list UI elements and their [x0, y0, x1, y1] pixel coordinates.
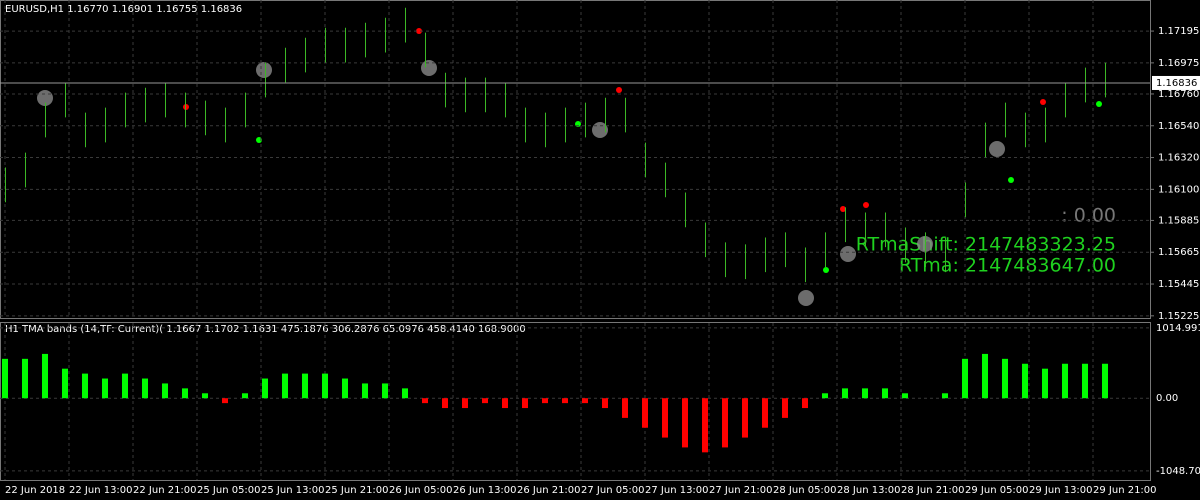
current-price-label: 1.16836	[1156, 78, 1197, 89]
histogram-bar	[722, 398, 728, 448]
price-tick-label: 1.15445	[1158, 279, 1199, 290]
time-label: 25 Jun 13:00	[261, 485, 325, 496]
histogram-bar	[302, 373, 308, 399]
histogram-bar	[482, 398, 488, 404]
histogram-bar	[262, 378, 268, 399]
price-tick-label: 1.16760	[1158, 89, 1199, 100]
time-label: 29 Jun 21:00	[1093, 485, 1157, 496]
time-label: 27 Jun 13:00	[645, 485, 709, 496]
histogram-bar	[242, 393, 248, 399]
time-label: 27 Jun 05:00	[581, 485, 645, 496]
histogram-bar	[822, 393, 828, 399]
histogram-bar	[22, 358, 28, 399]
histogram-bar	[102, 378, 108, 399]
histogram-bar	[122, 373, 128, 399]
histogram-bar	[442, 398, 448, 409]
histogram-bar	[502, 398, 508, 409]
histogram-bar	[1082, 363, 1088, 399]
indicator-tick-label: 0.00	[1156, 393, 1178, 404]
time-label: 22 Jun 13:00	[69, 485, 133, 496]
histogram-bar	[182, 388, 188, 399]
histogram-bar	[342, 378, 348, 399]
histogram-bar	[42, 353, 48, 399]
price-tick-label: 1.17195	[1158, 26, 1199, 37]
overlay-text: RTma: 2147483647.00	[899, 255, 1116, 277]
histogram-bar	[1062, 363, 1068, 399]
histogram-bar	[562, 398, 568, 404]
time-label: 28 Jun 13:00	[837, 485, 901, 496]
histogram-bar	[2, 358, 8, 399]
price-tick-label: 1.15885	[1158, 215, 1199, 226]
histogram-bar	[1022, 363, 1028, 399]
time-label: 29 Jun 13:00	[1029, 485, 1093, 496]
histogram-bar	[942, 393, 948, 399]
price-tick-label: 1.16100	[1158, 184, 1199, 195]
price-tick-label: 1.16540	[1158, 121, 1199, 132]
indicator-frame	[0, 322, 1151, 481]
price-frame	[0, 0, 1151, 319]
indicator-tick-label: 1014.991	[1156, 323, 1200, 334]
overlay-text: : 0.00	[1061, 205, 1116, 227]
histogram-bar	[422, 398, 428, 404]
histogram-bar	[582, 398, 588, 404]
time-label: 22 Jun 2018	[5, 485, 65, 496]
histogram-bar	[782, 398, 788, 418]
histogram-bar	[1102, 363, 1108, 399]
time-label: 29 Jun 05:00	[965, 485, 1029, 496]
signal-dots	[183, 28, 1102, 273]
time-label: 26 Jun 05:00	[389, 485, 453, 496]
histogram-bar	[622, 398, 628, 418]
histogram-bar	[462, 398, 468, 409]
time-label: 25 Jun 05:00	[197, 485, 261, 496]
histogram-bar	[902, 393, 908, 399]
time-label: 26 Jun 13:00	[453, 485, 517, 496]
histogram-bar	[82, 373, 88, 399]
histogram-bar	[402, 388, 408, 399]
histogram-bar	[322, 373, 328, 399]
histogram-bar	[762, 398, 768, 428]
histogram-bar	[62, 368, 68, 399]
indicator-title: H1 TMA bands (14,TF: Current)( 1.1667 1.…	[5, 324, 526, 335]
histogram-bar	[382, 383, 388, 399]
histogram-bar	[362, 383, 368, 399]
histogram-bar	[662, 398, 668, 438]
price-tick-label: 1.16975	[1158, 58, 1199, 69]
time-label: 28 Jun 21:00	[901, 485, 965, 496]
price-tick-label: 1.16320	[1158, 153, 1199, 164]
signal-markers	[37, 60, 1005, 306]
price-tick-label: 1.15665	[1158, 247, 1199, 258]
histogram-bar	[742, 398, 748, 438]
time-label: 26 Jun 21:00	[517, 485, 581, 496]
histogram-bar	[202, 393, 208, 399]
histogram-bar	[162, 383, 168, 399]
time-label: 28 Jun 05:00	[773, 485, 837, 496]
histogram-bar	[1042, 368, 1048, 399]
histogram-bar	[222, 398, 228, 404]
histogram-bar	[862, 388, 868, 399]
histogram-bar	[882, 388, 888, 399]
indicator-tick-label: -1048.702	[1156, 466, 1200, 477]
price-tick-label: 1.15225	[1158, 311, 1199, 322]
histogram-bar	[802, 398, 808, 409]
histogram-bar	[1002, 358, 1008, 399]
histogram-bar	[522, 398, 528, 409]
histogram-bar	[842, 388, 848, 399]
histogram-bar	[282, 373, 288, 399]
histogram-bar	[642, 398, 648, 428]
time-label: 22 Jun 21:00	[133, 485, 197, 496]
current-price-box	[1152, 75, 1200, 90]
histogram-bar	[142, 378, 148, 399]
histogram-bar	[962, 358, 968, 399]
time-label: 27 Jun 21:00	[709, 485, 773, 496]
time-label: 25 Jun 21:00	[325, 485, 389, 496]
histogram-bar	[542, 398, 548, 404]
histogram-bar	[602, 398, 608, 409]
price-title: EURUSD,H1 1.16770 1.16901 1.16755 1.1683…	[5, 4, 242, 15]
histogram-bar	[702, 398, 708, 453]
histogram-bar	[982, 353, 988, 399]
histogram-bar	[682, 398, 688, 448]
